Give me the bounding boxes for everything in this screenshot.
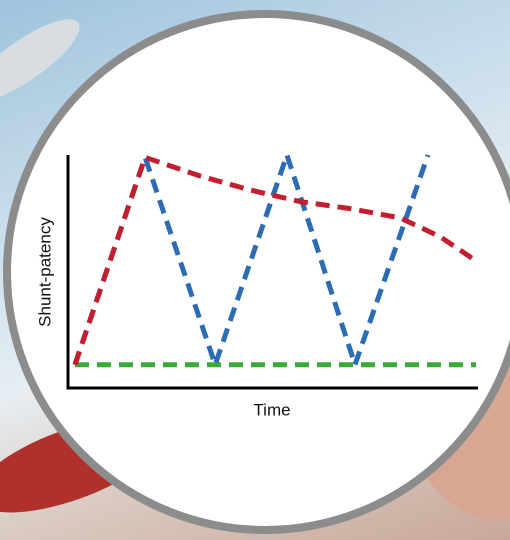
data-line [72,154,480,366]
circle-frame [3,10,510,534]
x-axis-label: Time [253,400,290,419]
y-axis-label: Shunt-patency [35,217,54,327]
